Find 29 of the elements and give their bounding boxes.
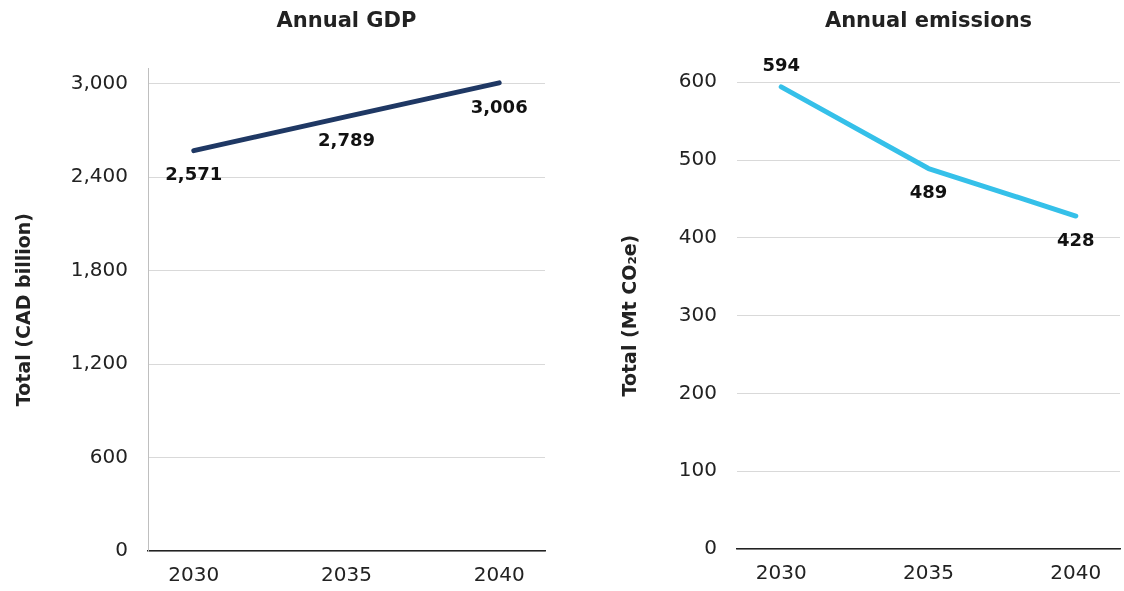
y-axis-title: Total (CAD billion) (12, 213, 35, 407)
y-tick-label: 1,800 (70, 256, 128, 281)
x-tick-label: 2030 (755, 560, 807, 585)
y-tick-label: 2,400 (70, 163, 128, 188)
y-tick-label: 400 (678, 224, 717, 248)
y-tick-label: 100 (678, 457, 717, 482)
y-tick-label: 1,200 (70, 350, 128, 375)
y-tick-label: 3,000 (70, 69, 128, 94)
x-tick-label: 2040 (473, 562, 525, 587)
y-tick-label: 600 (678, 68, 717, 93)
y-tick-label: 500 (678, 146, 717, 171)
y-axis-title: Total (Mt CO₂e) (618, 234, 641, 397)
data-label: 428 (1057, 228, 1095, 250)
data-label: 2,571 (165, 163, 223, 185)
data-label: 594 (762, 53, 800, 75)
data-label: 2,789 (318, 129, 375, 151)
data-label: 3,006 (470, 95, 528, 117)
x-tick-label: 2030 (168, 562, 220, 587)
chart-title: Annual GDP (276, 8, 417, 33)
y-tick-label: 0 (115, 537, 128, 562)
x-tick-label: 2035 (321, 562, 372, 587)
chart-title: Annual emissions (824, 8, 1033, 33)
x-tick-label: 2035 (903, 560, 954, 585)
x-tick-label: 2040 (1050, 560, 1102, 585)
y-tick-label: 600 (89, 443, 128, 468)
data-label: 489 (909, 181, 948, 203)
y-tick-label: 300 (678, 301, 717, 326)
y-tick-label: 200 (678, 379, 717, 404)
y-tick-label: 0 (704, 535, 717, 560)
